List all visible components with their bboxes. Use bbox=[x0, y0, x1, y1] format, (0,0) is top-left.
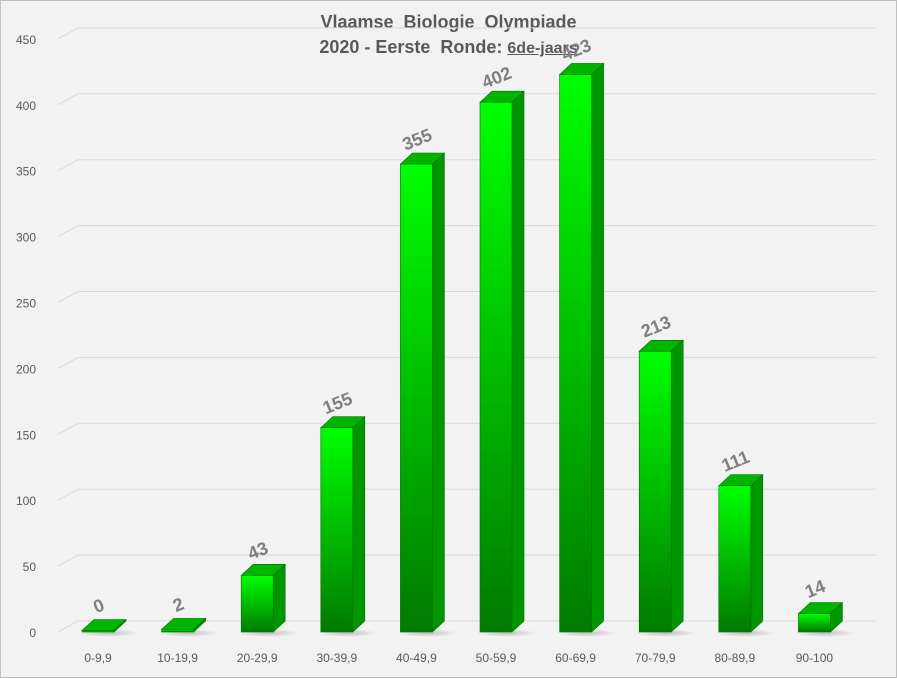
y-tick-label: 400 bbox=[16, 99, 36, 113]
bar-20-29,9 bbox=[236, 563, 298, 637]
x-tick-label: 0-9,9 bbox=[84, 651, 112, 665]
x-tick-label: 40-49,9 bbox=[396, 651, 437, 665]
bar-side bbox=[670, 339, 684, 633]
y-tick-label: 300 bbox=[16, 231, 36, 245]
bars bbox=[77, 62, 855, 637]
chart-title: Vlaamse Biologie Olympiade bbox=[320, 12, 577, 32]
data-label: 355 bbox=[399, 125, 434, 155]
bar-top bbox=[160, 618, 207, 630]
data-label: 14 bbox=[802, 576, 828, 602]
y-tick-label: 150 bbox=[16, 428, 36, 442]
bar-side bbox=[750, 474, 764, 633]
data-label: 111 bbox=[719, 447, 752, 476]
bar-90-100 bbox=[794, 601, 855, 637]
bar-30-39,9 bbox=[316, 416, 378, 637]
bar-front bbox=[479, 101, 513, 633]
bar-front bbox=[240, 575, 274, 633]
gridline bbox=[57, 225, 876, 238]
y-tick-label: 250 bbox=[16, 297, 36, 311]
y-tick-label: 0 bbox=[29, 626, 36, 640]
y-tick-label: 50 bbox=[23, 560, 37, 574]
bar-side bbox=[591, 62, 604, 633]
data-labels: 0 2 43 155 355 402 423 213 111 14 bbox=[90, 35, 828, 617]
bar-front bbox=[718, 485, 752, 633]
data-label: 423 bbox=[559, 35, 594, 65]
bar-front bbox=[798, 613, 831, 633]
x-axis-ticks: 0-9,9 10-19,9 20-29,9 30-39,9 40-49,9 50-59,9… bbox=[84, 651, 833, 665]
gridline bbox=[57, 422, 876, 435]
gridline bbox=[57, 356, 876, 369]
bar-front bbox=[161, 629, 194, 633]
data-label: 2 bbox=[170, 594, 187, 616]
x-tick-label: 50-59,9 bbox=[476, 651, 517, 665]
bar-70-79,9 bbox=[634, 339, 696, 637]
gridline bbox=[57, 488, 876, 501]
gridline bbox=[57, 93, 876, 106]
x-tick-label: 60-69,9 bbox=[555, 651, 596, 665]
y-tick-label: 100 bbox=[16, 494, 36, 508]
bar-40-49,9 bbox=[396, 152, 457, 637]
chart-subtitle: 2020 - Eerste Ronde: 6de-jaars bbox=[0, 35, 897, 61]
y-tick-label: 350 bbox=[16, 165, 36, 179]
y-tick-label: 450 bbox=[16, 33, 36, 47]
bar-front bbox=[400, 163, 433, 633]
bar-side bbox=[511, 90, 525, 633]
x-tick-label: 90-100 bbox=[796, 651, 834, 665]
bar-0-9,9 bbox=[77, 618, 139, 637]
x-tick-label: 70-79,9 bbox=[635, 651, 676, 665]
bar-front bbox=[81, 630, 115, 633]
x-tick-label: 80-89,9 bbox=[714, 651, 755, 665]
data-label: 43 bbox=[245, 538, 271, 564]
gridline bbox=[57, 159, 876, 172]
bar-side bbox=[352, 416, 366, 633]
bar-side bbox=[432, 152, 445, 633]
bar-80-89,9 bbox=[714, 474, 776, 637]
bar-60-69,9 bbox=[555, 62, 616, 637]
x-tick-label: 10-19,9 bbox=[157, 651, 198, 665]
data-label: 402 bbox=[479, 63, 514, 93]
gridline bbox=[57, 554, 876, 567]
gridline bbox=[57, 27, 876, 40]
data-label: 0 bbox=[90, 595, 107, 617]
bar-front bbox=[638, 350, 672, 633]
x-tick-label: 20-29,9 bbox=[237, 651, 278, 665]
grid-lines bbox=[57, 27, 876, 633]
y-axis-ticks: 0 50 100 150 200 250 300 350 400 450 bbox=[16, 33, 36, 640]
gridline bbox=[57, 620, 876, 633]
chart-subtitle-emphasis: 6de-jaars bbox=[507, 40, 578, 57]
bar-front bbox=[559, 74, 592, 633]
bar-front bbox=[320, 427, 354, 633]
data-label: 155 bbox=[320, 388, 355, 418]
chart-title-block: Vlaamse Biologie Olympiade 2020 - Eerste… bbox=[0, 10, 897, 61]
gridline bbox=[57, 291, 876, 303]
y-tick-label: 200 bbox=[16, 362, 36, 376]
bar-side bbox=[272, 563, 286, 633]
chart-subtitle-prefix: 2020 - Eerste Ronde: bbox=[319, 37, 508, 57]
bar-10-19,9 bbox=[157, 617, 219, 637]
x-tick-label: 30-39,9 bbox=[316, 651, 357, 665]
bar-50-59,9 bbox=[475, 90, 537, 637]
data-label: 213 bbox=[638, 312, 673, 342]
